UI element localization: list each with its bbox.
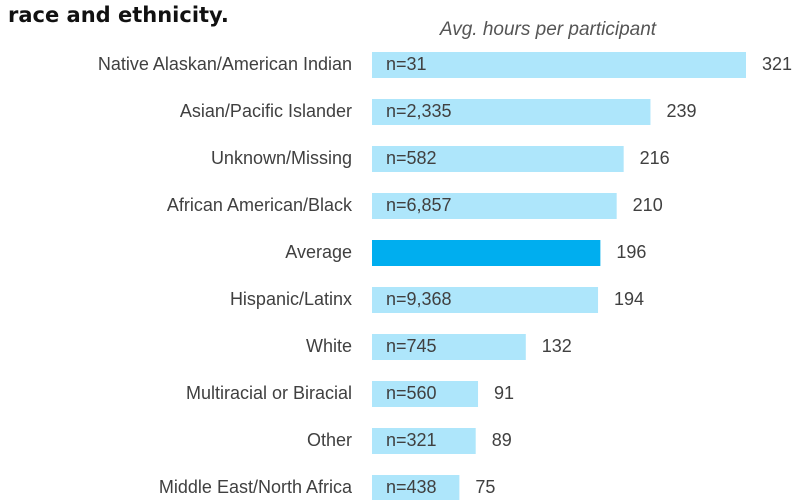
value-label: 194 bbox=[614, 289, 644, 309]
value-label: 91 bbox=[494, 383, 514, 403]
category-label: Other bbox=[307, 430, 352, 450]
bar bbox=[372, 240, 601, 266]
bar-label: n=31 bbox=[386, 54, 427, 74]
category-label: African American/Black bbox=[167, 195, 353, 215]
bar bbox=[372, 381, 479, 407]
bar bbox=[372, 475, 460, 500]
value-label: 75 bbox=[475, 477, 495, 497]
category-label: Native Alaskan/American Indian bbox=[98, 54, 352, 74]
value-label: 210 bbox=[633, 195, 663, 215]
bar-label: n=321 bbox=[386, 430, 437, 450]
bar-label: n=582 bbox=[386, 148, 437, 168]
bar-label: n=438 bbox=[386, 477, 437, 497]
value-label: 216 bbox=[640, 148, 670, 168]
value-label: 132 bbox=[542, 336, 572, 356]
bar bbox=[372, 287, 599, 313]
category-label: Asian/Pacific Islander bbox=[180, 101, 352, 121]
category-label: Average bbox=[285, 242, 352, 262]
bar bbox=[372, 146, 624, 172]
value-label: 321 bbox=[762, 54, 792, 74]
bar bbox=[372, 99, 651, 125]
bar-label: n=2,335 bbox=[386, 101, 452, 121]
category-label: Middle East/North Africa bbox=[159, 477, 353, 497]
chart-title: race and ethnicity. bbox=[8, 3, 229, 27]
category-label: Multiracial or Biracial bbox=[186, 383, 352, 403]
category-label: Unknown/Missing bbox=[211, 148, 352, 168]
bar-label: n=745 bbox=[386, 336, 437, 356]
bar-label: n=6,857 bbox=[386, 195, 452, 215]
category-label: Hispanic/Latinx bbox=[230, 289, 352, 309]
bar bbox=[372, 428, 476, 454]
bar-label: n=560 bbox=[386, 383, 437, 403]
category-label: White bbox=[306, 336, 352, 356]
bar bbox=[372, 52, 746, 78]
value-label: 89 bbox=[492, 430, 512, 450]
chart-subtitle: Avg. hours per participant bbox=[439, 19, 657, 40]
bar-label: n=9,368 bbox=[386, 289, 452, 309]
bar bbox=[372, 334, 526, 360]
bar bbox=[372, 193, 617, 219]
value-label: 239 bbox=[666, 101, 696, 121]
value-label: 196 bbox=[616, 242, 646, 262]
